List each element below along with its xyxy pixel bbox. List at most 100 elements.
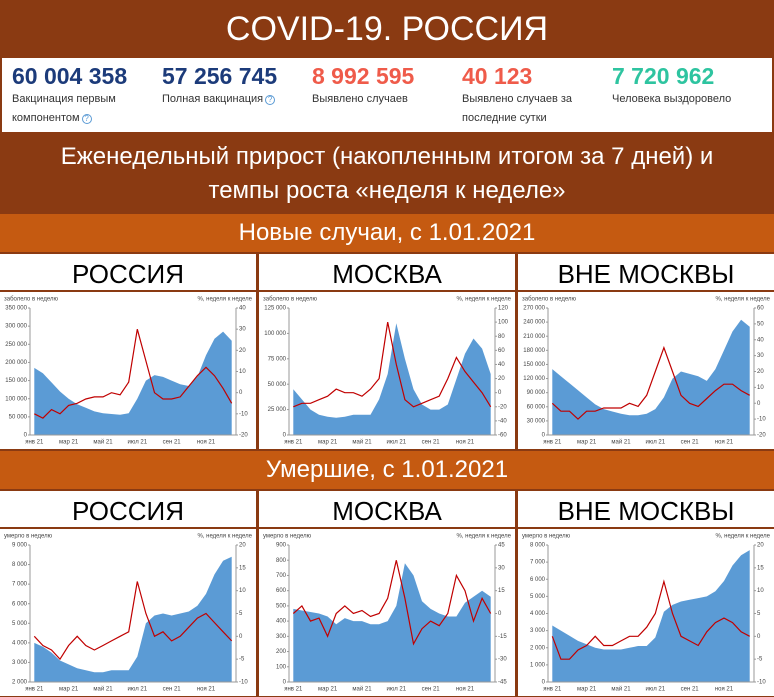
help-icon: ? [265,95,275,105]
x-tick-label: сен 21 [681,687,700,693]
x-tick-label: июл 21 [387,687,407,693]
y-axis-label: заболело в неделю [4,297,58,303]
x-tick-label: янв 21 [25,440,44,446]
y2-tick-label: 40 [239,306,246,312]
x-tick-label: сен 21 [681,440,700,446]
y2-axis-label: %, неделя к неделе [456,534,511,540]
y-tick-label: 75 000 [268,356,287,362]
y2-tick-label: 60 [498,348,505,354]
y-tick-label: 800 [276,558,287,564]
x-tick-label: май 21 [611,686,631,693]
y2-tick-label: 20 [498,376,505,382]
area [552,320,749,435]
y-tick-label: 100 000 [5,396,27,402]
y-tick-label: 50 000 [9,414,28,420]
y2-tick-label: -15 [498,634,507,640]
y-tick-label: 240 000 [523,320,545,326]
y-tick-label: 500 [276,603,287,609]
y2-axis-label: %, неделя к неделе [715,297,770,303]
y2-tick-label: -10 [239,680,248,686]
y-tick-label: 300 [276,634,287,640]
x-tick-label: сен 21 [422,440,441,446]
area [34,557,231,682]
y2-tick-label: -20 [498,404,507,410]
y-tick-label: 100 [276,664,287,670]
y-tick-label: 5 000 [12,621,28,627]
y-axis-label: заболело в неделю [522,297,576,303]
area [293,323,490,435]
y-tick-label: 0 [542,433,546,439]
y-tick-label: 210 000 [523,334,545,340]
y2-tick-label: 30 [498,565,505,571]
stat: 57 256 745Полная вакцинация? [162,62,312,132]
y-tick-label: 2 000 [12,680,28,686]
y-tick-label: 300 000 [5,324,27,330]
y2-axis-label: %, неделя к неделе [456,297,511,303]
y2-tick-label: 0 [757,401,761,407]
x-tick-label: мар 21 [577,687,597,693]
x-tick-label: май 21 [611,439,631,446]
stat: 60 004 358Вакцинация первым компонентом? [12,62,162,132]
y-tick-label: 5 000 [530,594,546,600]
y-tick-label: 270 000 [523,306,545,312]
x-tick-label: мар 21 [318,440,338,446]
y-tick-label: 400 [276,619,287,625]
y-tick-label: 4 000 [530,611,546,617]
panel: МОСКВАумерло в неделю%, неделя к неделе0… [259,491,515,696]
y2-tick-label: 15 [498,588,505,594]
y-tick-label: 30 000 [527,418,546,424]
y2-tick-label: -10 [757,417,766,423]
y2-tick-label: 120 [498,306,509,312]
y-tick-label: 7 000 [530,560,546,566]
stats: 60 004 358Вакцинация первым компонентом?… [2,58,772,132]
x-tick-label: ноя 21 [456,687,475,693]
subtitle: Еженедельный прирост (накопленным итогом… [0,132,774,212]
x-tick-label: мар 21 [577,440,597,446]
panel: ВНЕ МОСКВЫ заболело в неделю %, неделя к н… [518,254,774,449]
panel-title: МОСКВА [259,491,515,529]
y2-tick-label: -45 [498,680,507,686]
y2-axis-label: %, неделя к неделе [715,534,770,540]
x-tick-label: июл 21 [128,440,148,446]
panel: РОССИЯзаболело в неделю%, неделя к недел… [0,254,256,449]
y2-tick-label: 20 [239,348,246,354]
panel: РОССИЯумерло в неделю%, неделя к неделе2… [0,491,256,696]
stat-label: Вакцинация первым компонентом? [12,90,132,128]
x-tick-label: янв 21 [284,687,303,693]
y2-tick-label: 0 [239,390,243,396]
chart: умерло в неделю%, неделя к неделе2 0003 … [0,529,256,696]
y-axis-label: умерло в неделю [522,534,571,540]
x-tick-label: май 21 [352,686,372,693]
y2-tick-label: 40 [498,362,505,368]
panel-title: РОССИЯ [0,254,256,292]
y2-tick-label: 60 [757,306,764,312]
y2-tick-label: 15 [239,565,246,571]
x-tick-label: сен 21 [163,687,182,693]
y2-tick-label: 10 [239,588,246,594]
stat-label: Выявлено случаев за последние сутки [462,90,582,128]
y-tick-label: 3 000 [12,660,28,666]
y2-tick-label: 0 [757,634,761,640]
x-tick-label: май 21 [93,686,113,693]
title: COVID-19. РОССИЯ [0,0,774,58]
y2-tick-label: 30 [757,353,764,359]
panel-title: ВНЕ МОСКВЫ [518,254,774,292]
y2-tick-label: 10 [239,369,246,375]
x-tick-label: июл 21 [646,687,666,693]
y-tick-label: 250 000 [5,342,27,348]
y-tick-label: 700 [276,573,287,579]
section-title: Новые случаи, с 1.01.2021 [0,214,774,252]
stat-value: 60 004 358 [12,62,162,90]
chart: заболело в неделю %, неделя к неделе 0 30 0… [518,292,774,449]
y2-tick-label: -10 [757,680,766,686]
stat-value: 40 123 [462,62,612,90]
stat-label: Полная вакцинация? [162,90,282,109]
y2-axis-label: %, неделя к неделе [197,534,252,540]
stat: 8 992 595Выявлено случаев [312,62,462,132]
y-tick-label: 90 000 [527,390,546,396]
y-tick-label: 200 000 [5,360,27,366]
area [34,332,231,435]
x-tick-label: ноя 21 [197,440,216,446]
y-tick-label: 9 000 [12,543,28,549]
panel-title: РОССИЯ [0,491,256,529]
